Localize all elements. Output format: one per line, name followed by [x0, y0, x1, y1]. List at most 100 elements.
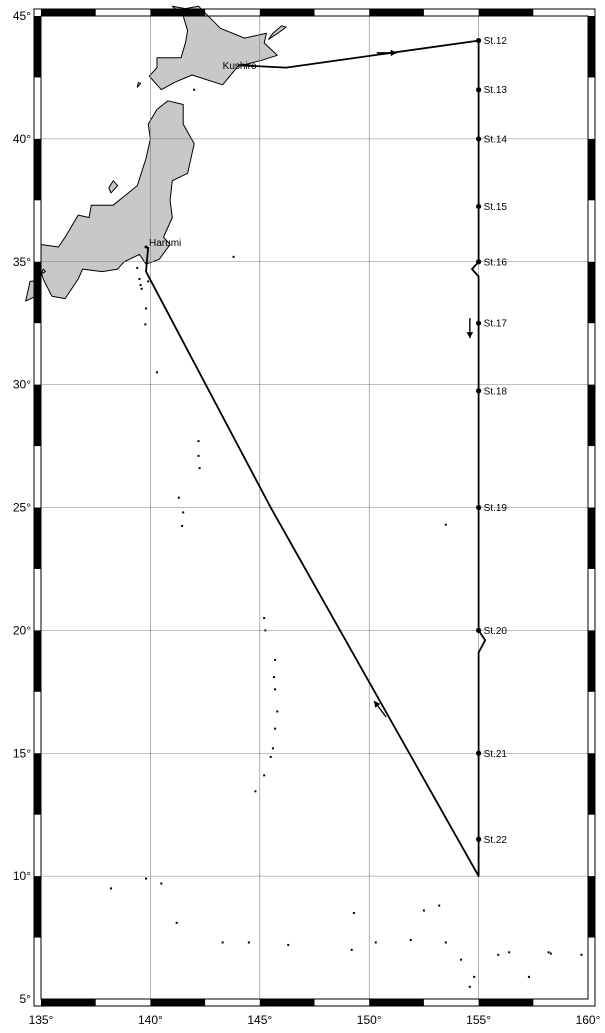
frame-bar-left — [34, 261, 41, 324]
lat-tick-label: 35° — [13, 255, 31, 269]
islet — [527, 975, 530, 978]
station-marker — [476, 37, 482, 44]
cruise-track — [145, 39, 487, 877]
direction-arrow — [376, 49, 397, 57]
islet — [274, 688, 277, 691]
islet — [145, 877, 148, 880]
lon-tick-label: 155° — [466, 1013, 491, 1027]
frame-bar-bottom — [259, 999, 315, 1006]
lat-tick-label: 15° — [13, 746, 31, 760]
islet — [497, 953, 500, 956]
islet — [221, 941, 224, 944]
place-label-harumi: Harumi — [149, 238, 181, 249]
islet — [547, 951, 550, 954]
islet — [473, 975, 476, 978]
islet — [144, 323, 147, 326]
frame-bar-bottom — [150, 999, 206, 1006]
islet — [350, 948, 353, 951]
islet — [110, 887, 113, 890]
frame-bar-left — [34, 384, 41, 447]
lat-tick-label: 45° — [13, 9, 31, 23]
frame-bar-top — [150, 9, 206, 16]
islet — [468, 985, 471, 988]
station-marker — [476, 388, 482, 394]
frame-bar-left — [34, 753, 41, 815]
frame-bar-left — [34, 876, 41, 938]
lat-tick-label: 40° — [13, 132, 31, 146]
station-marker — [476, 259, 482, 265]
frame-bar-right — [588, 384, 595, 447]
station-label: St.18 — [484, 386, 508, 397]
frame-bar-right — [588, 753, 595, 815]
islet — [160, 882, 163, 885]
station-label: St.17 — [484, 319, 508, 330]
direction-arrow — [466, 318, 474, 339]
islet — [352, 911, 355, 914]
station-label: St.21 — [484, 749, 508, 760]
land-kyushu_tip — [40, 268, 46, 275]
islet — [438, 904, 441, 907]
lon-tick-label: 140° — [138, 1013, 163, 1027]
frame-bar-left — [34, 507, 41, 569]
station-label: St.20 — [484, 626, 508, 637]
lon-tick-label: 150° — [357, 1013, 382, 1027]
islet — [147, 280, 150, 283]
frame-bar-top — [259, 9, 315, 16]
station-label: St.16 — [484, 257, 508, 268]
station-label: St.12 — [484, 36, 508, 47]
land-okushiri — [136, 81, 142, 88]
lat-tick-label: 20° — [13, 623, 31, 637]
islet — [136, 266, 139, 269]
station-label: St.14 — [484, 134, 508, 145]
frame-bar-right — [588, 261, 595, 324]
islet — [139, 284, 142, 287]
frame-bar-left — [34, 138, 41, 201]
islet — [460, 958, 463, 961]
place-marker — [245, 63, 249, 67]
islet — [138, 277, 141, 280]
map-frame — [33, 8, 596, 1007]
lat-tick-label: 10° — [13, 869, 31, 883]
station-marker — [476, 750, 482, 756]
stations-layer: St.12 St.13 St.14 St.15 St.16 St.17 St.18 St.19… — [476, 36, 507, 846]
station-marker — [476, 627, 482, 633]
islet — [263, 617, 266, 620]
islet — [182, 511, 185, 514]
islet — [140, 287, 143, 290]
tick-labels-layer: 135° 140° 145° 150° 155° 160° 45° 40° 35° 30° 25° 2… — [13, 9, 601, 1027]
station-label: St.13 — [484, 85, 508, 96]
frame-bar-left — [34, 630, 41, 692]
frame-bar-right — [588, 16, 595, 78]
islet — [197, 440, 200, 443]
frame-bar-right — [588, 507, 595, 569]
islet — [198, 467, 201, 470]
islet — [181, 524, 184, 527]
frame-bar-bottom — [41, 999, 96, 1006]
labels-layer: Kushiro Harumi — [144, 61, 257, 249]
land-kunashiri — [268, 25, 287, 40]
land-sado — [108, 180, 119, 194]
islet — [271, 747, 274, 750]
islet — [276, 710, 279, 713]
frame-bar-bottom — [478, 999, 534, 1006]
islet — [549, 952, 552, 955]
islet — [177, 496, 180, 499]
frame-bar-top — [369, 9, 424, 16]
frame-bar-right — [588, 630, 595, 692]
islet — [263, 774, 266, 777]
islet — [232, 255, 235, 258]
islet — [145, 307, 148, 310]
islet — [274, 658, 277, 661]
islet — [155, 371, 158, 374]
station-label: St.22 — [484, 835, 508, 846]
lat-tick-label: 25° — [13, 501, 31, 515]
islet — [274, 727, 277, 730]
islet — [422, 909, 425, 912]
lon-tick-label: 160° — [576, 1013, 601, 1027]
station-marker — [476, 836, 482, 842]
islet — [254, 790, 257, 793]
arrow-head — [374, 701, 381, 708]
cruise-track-layer — [145, 39, 487, 877]
station-marker — [476, 136, 482, 142]
